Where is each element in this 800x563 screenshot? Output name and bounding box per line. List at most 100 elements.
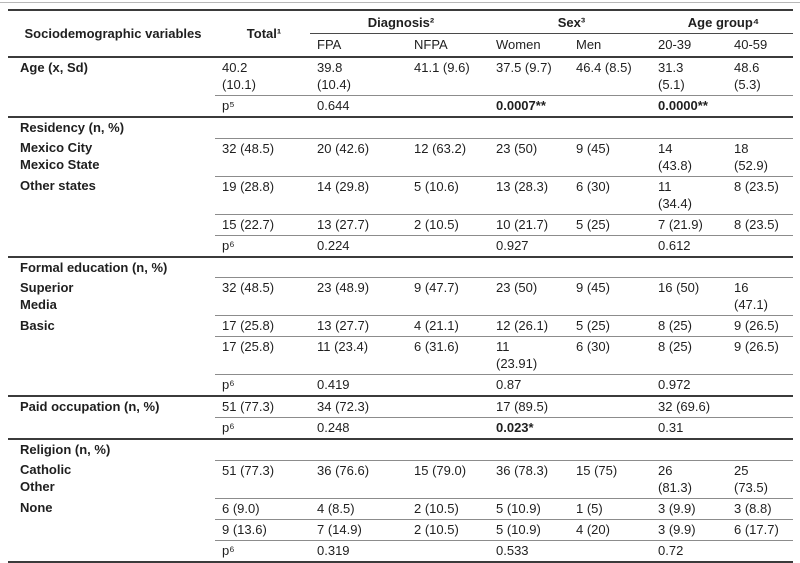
- cell: [489, 439, 569, 461]
- row-label: [8, 519, 215, 540]
- cell: 3 (9.9): [651, 498, 727, 520]
- cell: [651, 117, 727, 139]
- cell: 12 (26.1): [489, 315, 569, 337]
- header-group-sex: Sex³: [489, 10, 651, 34]
- cell: [215, 256, 310, 278]
- cell: 19 (28.8): [215, 176, 310, 215]
- cell: 6 (30): [569, 336, 651, 375]
- cell: 10 (21.7): [489, 214, 569, 236]
- cell: [489, 117, 569, 139]
- cell: 5 (10.6): [407, 176, 489, 215]
- cell: 12 (63.2): [407, 138, 489, 177]
- cell: [407, 95, 489, 118]
- section-row: Residency (n, %): [8, 117, 793, 139]
- cell: 3 (8.8): [727, 498, 793, 520]
- cell: 6 (17.7): [727, 519, 793, 541]
- table-row: Mexico City Mexico State 32 (48.5) 20 (42.…: [8, 138, 793, 177]
- cell: [727, 256, 793, 278]
- row-label: [8, 417, 215, 440]
- cell: 36 (78.3): [489, 460, 569, 499]
- cell: 25 (73.5): [727, 460, 793, 499]
- row-label: Catholic Other: [20, 462, 72, 494]
- section-row: Religion (n, %): [8, 439, 793, 461]
- cell: [569, 396, 651, 418]
- cell: [310, 256, 407, 278]
- cell: 32 (69.6): [651, 396, 727, 418]
- cell: 18 (52.9): [727, 138, 793, 177]
- cell: 9 (26.5): [727, 315, 793, 337]
- table-row: p⁶ 0.224 0.927 0.612: [8, 235, 793, 258]
- row-label: [8, 95, 215, 118]
- cell: p⁵: [215, 95, 310, 118]
- cell: 40.2 (10.1): [215, 57, 310, 96]
- cell: 31.3 (5.1): [651, 57, 727, 96]
- cell: 6 (30): [569, 176, 651, 215]
- cell: 51 (77.3): [215, 460, 310, 499]
- cell: 5 (10.9): [489, 519, 569, 541]
- row-label: [8, 374, 215, 397]
- cell: 13 (28.3): [489, 176, 569, 215]
- cell: 20 (42.6): [310, 138, 407, 177]
- cell: 16 (50): [651, 277, 727, 316]
- cell: 23 (50): [489, 277, 569, 316]
- cell: 14 (29.8): [310, 176, 407, 215]
- section-label: Paid occupation (n, %): [20, 399, 160, 414]
- header-total: Total¹: [215, 10, 310, 58]
- cell: 2 (10.5): [407, 498, 489, 520]
- cell: 32 (48.5): [215, 138, 310, 177]
- cell: [569, 95, 651, 118]
- row-label: [8, 540, 215, 563]
- cell: 15 (79.0): [407, 460, 489, 499]
- cell: 37.5 (9.7): [489, 57, 569, 96]
- section-label: Formal education (n, %): [20, 259, 168, 275]
- cell: [727, 117, 793, 139]
- cell: 5 (25): [569, 315, 651, 337]
- cell: [407, 439, 489, 461]
- section-row: Paid occupation (n, %) 51 (77.3) 34 (72.3)…: [8, 396, 793, 418]
- subheader-fpa: FPA: [310, 33, 407, 58]
- cell: 15 (22.7): [215, 214, 310, 236]
- cell: 6 (31.6): [407, 336, 489, 375]
- row-label: Basic: [20, 317, 55, 333]
- table-row: 17 (25.8) 11 (23.4) 6 (31.6) 11 (23.91) 6 (3…: [8, 336, 793, 375]
- cell: 0.31: [651, 417, 727, 440]
- cell: 2 (10.5): [407, 214, 489, 236]
- cell: 39.8 (10.4): [310, 57, 407, 96]
- cell: 23 (50): [489, 138, 569, 177]
- cell: 13 (27.7): [310, 214, 407, 236]
- row-label: Superior Media: [20, 279, 74, 312]
- table-row: Basic 17 (25.8) 13 (27.7) 4 (21.1) 12 (26.1)…: [8, 315, 793, 337]
- cell: 2 (10.5): [407, 519, 489, 541]
- cell: [727, 95, 793, 118]
- cell: 0.612: [651, 235, 727, 258]
- cell: 0.023*: [489, 417, 569, 440]
- subheader-40-59: 40-59: [727, 33, 793, 58]
- cell: [727, 439, 793, 461]
- cell: 9 (47.7): [407, 277, 489, 316]
- cell: 0.319: [310, 540, 407, 563]
- cell: [569, 417, 651, 440]
- cell: [727, 396, 793, 418]
- cell: [215, 117, 310, 139]
- table-header: Sociodemographic variables Total¹ Diagno…: [8, 10, 793, 58]
- subheader-men: Men: [569, 33, 651, 58]
- subheader-20-39: 20-39: [651, 33, 727, 58]
- subheader-women: Women: [489, 33, 569, 58]
- cell: 14 (43.8): [651, 138, 727, 177]
- cell: [651, 439, 727, 461]
- cell: [651, 256, 727, 278]
- cell: [569, 256, 651, 278]
- cell: 8 (25): [651, 336, 727, 375]
- cell: 8 (25): [651, 315, 727, 337]
- cell: [727, 417, 793, 440]
- cell: [569, 439, 651, 461]
- cell: 15 (75): [569, 460, 651, 499]
- cell: [727, 235, 793, 258]
- cell: p⁶: [215, 540, 310, 563]
- cell: [407, 417, 489, 440]
- row-label: [8, 235, 215, 258]
- header-group-diagnosis: Diagnosis²: [310, 10, 489, 34]
- cell: 0.533: [489, 540, 569, 563]
- cell: [727, 374, 793, 397]
- cell: p⁶: [215, 417, 310, 440]
